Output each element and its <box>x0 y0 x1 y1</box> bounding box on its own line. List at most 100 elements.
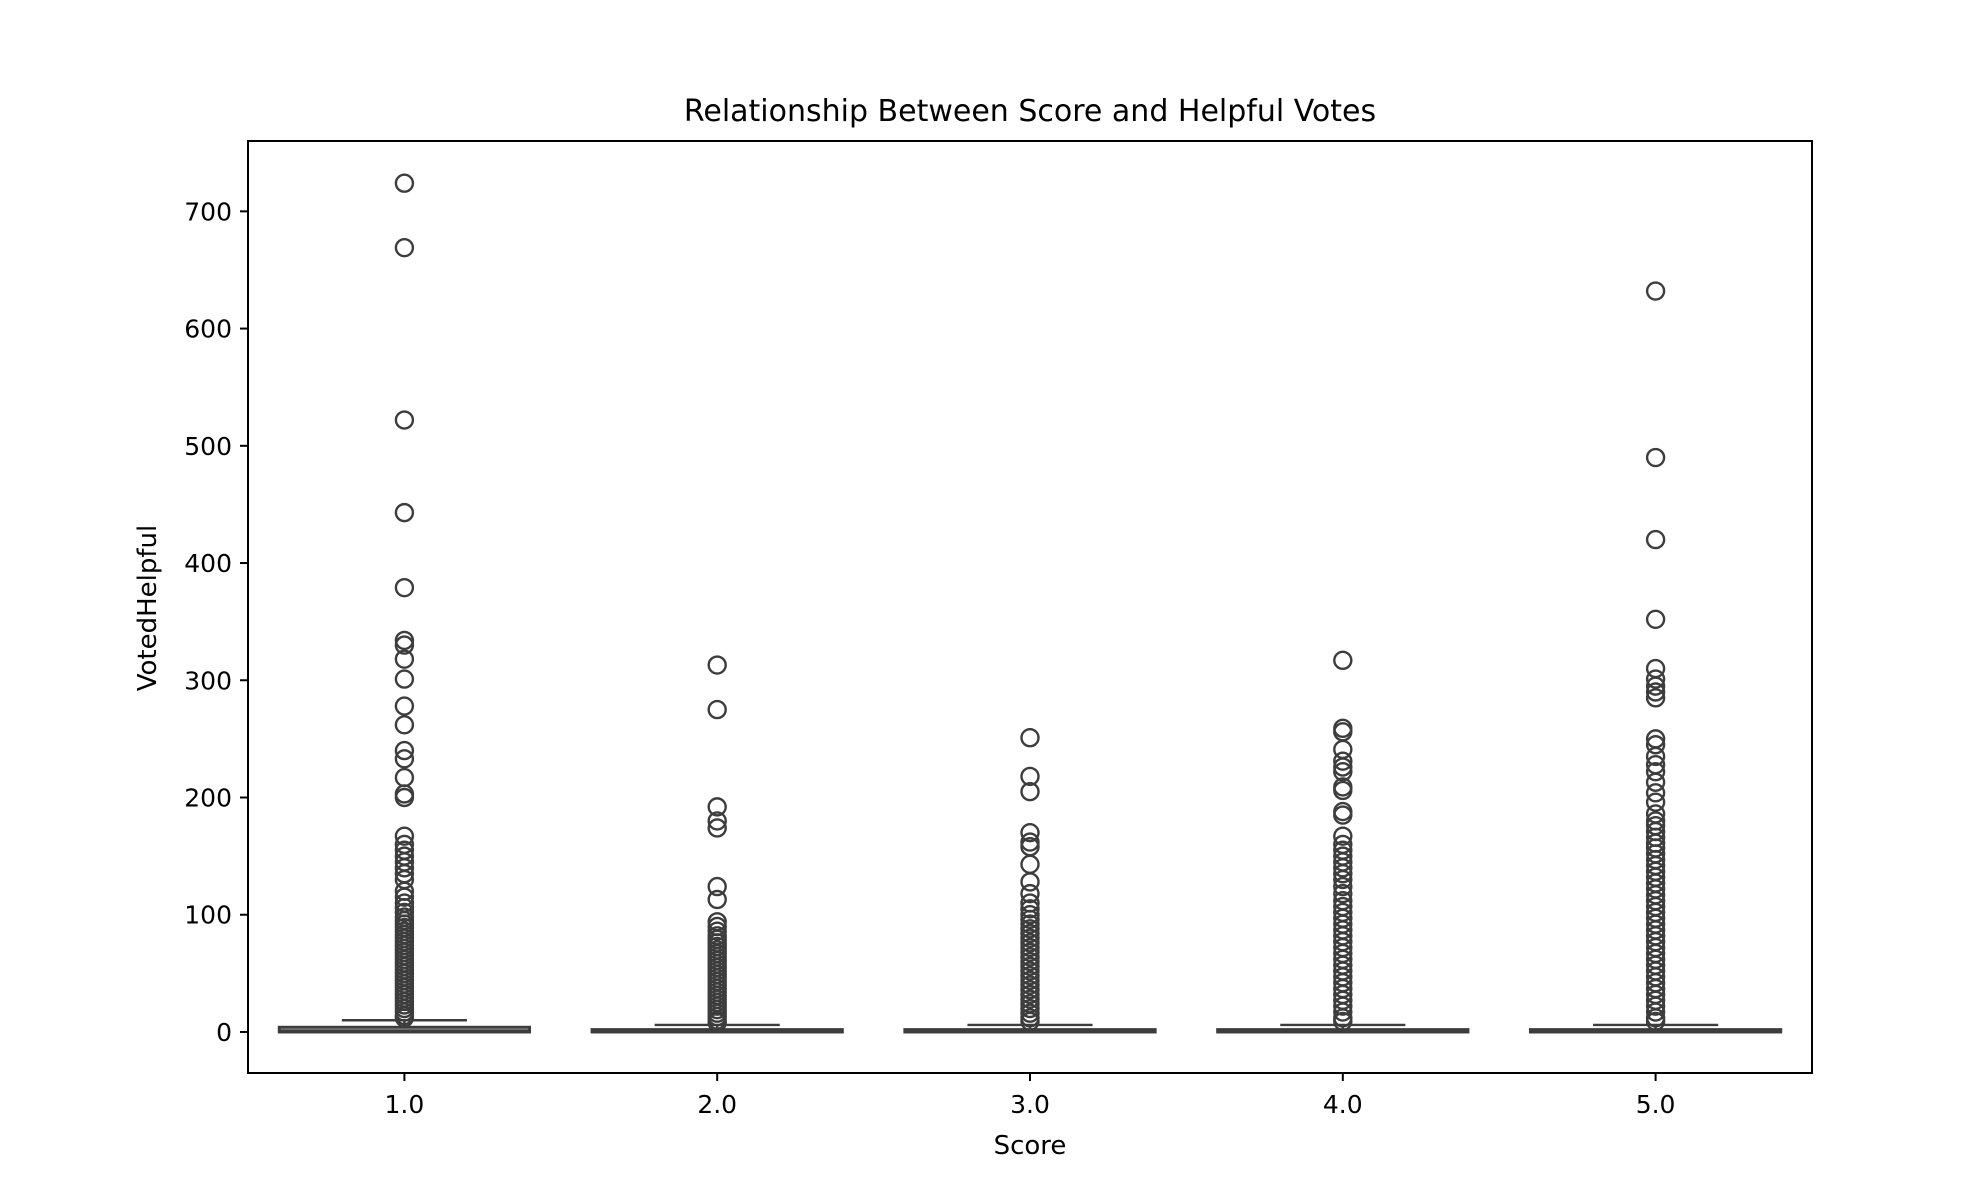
x-tick-label: 1.0 <box>385 1090 425 1119</box>
outlier-point <box>707 921 727 941</box>
outlier-point <box>1333 650 1353 671</box>
outlier-point <box>1020 1003 1040 1023</box>
outlier-point <box>707 699 727 720</box>
outlier-point <box>394 173 415 193</box>
outlier-point <box>1020 923 1040 944</box>
outlier-point <box>1020 899 1040 919</box>
outlier-point <box>1333 826 1353 846</box>
outlier-point <box>1020 980 1040 1000</box>
outlier-point <box>707 818 727 838</box>
x-axis-label: Score <box>994 1131 1067 1161</box>
outlier-point <box>394 787 415 808</box>
outlier-point <box>1020 947 1040 967</box>
y-tick-label: 0 <box>216 1018 232 1047</box>
outlier-point <box>394 410 415 430</box>
box-group-2.0 <box>590 655 844 1034</box>
outlier-point <box>1020 914 1040 934</box>
y-tick-label: 200 <box>184 784 232 813</box>
outlier-point <box>1020 998 1040 1019</box>
x-tick-label: 5.0 <box>1636 1090 1676 1119</box>
y-tick-label: 700 <box>184 197 232 226</box>
outlier-point <box>1333 757 1353 777</box>
y-tick-label: 300 <box>184 666 232 695</box>
y-axis-label: VotedHelpful <box>133 525 163 692</box>
outlier-point <box>394 887 415 907</box>
outlier-point <box>707 655 727 675</box>
outlier-point <box>1020 883 1040 904</box>
y-tick-label: 500 <box>184 432 232 461</box>
outlier-point <box>394 767 415 788</box>
outlier-point <box>1333 864 1353 884</box>
outlier-point <box>1645 746 1666 767</box>
outlier-point <box>1020 872 1040 892</box>
outlier-point <box>1645 783 1666 803</box>
outlier-point <box>1333 858 1353 878</box>
x-axis: 1.0 2.0 3.0 4.0 5.0 <box>385 1073 1676 1119</box>
outlier-point <box>1020 766 1040 787</box>
outlier-point <box>1645 688 1666 708</box>
box-group-5.0 <box>1528 281 1783 1034</box>
outlier-point <box>1333 780 1353 801</box>
chart-title: Relationship Between Score and Helpful V… <box>684 94 1376 129</box>
outlier-point <box>1020 728 1040 748</box>
outlier-point <box>707 876 727 897</box>
outlier-point <box>1333 996 1353 1016</box>
outlier-point <box>394 715 415 735</box>
outlier-point <box>394 696 415 716</box>
outlier-point <box>1020 781 1040 802</box>
x-tick-label: 3.0 <box>1010 1090 1050 1119</box>
outlier-point <box>1333 751 1353 771</box>
outlier-point <box>394 740 415 761</box>
outlier-point <box>707 811 727 831</box>
outlier-point <box>394 858 415 878</box>
outlier-point <box>1645 772 1666 792</box>
outlier-point <box>394 630 415 651</box>
outlier-point <box>1645 682 1666 702</box>
outlier-point <box>1020 822 1040 843</box>
outlier-point <box>1020 942 1040 962</box>
outlier-point <box>1020 854 1040 875</box>
outlier-point <box>394 237 415 258</box>
outlier-point <box>1333 876 1353 897</box>
outlier-point <box>1333 1002 1353 1022</box>
box-group-4.0 <box>1216 650 1470 1034</box>
outlier-point <box>394 577 415 598</box>
outlier-point <box>1020 951 1040 972</box>
outlier-point <box>394 502 415 523</box>
outlier-point <box>1645 735 1666 755</box>
outlier-point <box>1645 676 1666 696</box>
outlier-point <box>1020 909 1040 930</box>
outlier-point <box>394 635 415 655</box>
box-group-1.0 <box>277 173 532 1034</box>
y-axis: 0 100 200 300 400 500 600 700 <box>184 197 248 1047</box>
y-tick-label: 400 <box>184 549 232 578</box>
outlier-point <box>1333 762 1353 782</box>
outlier-point <box>1020 975 1040 995</box>
outlier-point <box>1645 792 1666 812</box>
outlier-point <box>394 649 415 669</box>
outlier-point <box>707 797 727 817</box>
outlier-point <box>1020 905 1040 925</box>
plot-area <box>277 173 1783 1034</box>
outlier-point <box>394 826 415 846</box>
outlier-point <box>1020 984 1040 1005</box>
x-tick-label: 2.0 <box>697 1090 737 1119</box>
outlier-point <box>1020 933 1040 953</box>
outlier-point <box>394 669 415 689</box>
outlier-point <box>1020 956 1040 977</box>
outlier-point <box>1020 965 1040 986</box>
outlier-point <box>1020 928 1040 948</box>
outlier-point <box>1020 961 1040 981</box>
y-tick-label: 600 <box>184 315 232 344</box>
outlier-point <box>1645 669 1666 689</box>
outlier-point <box>1645 996 1666 1016</box>
outlier-point <box>1645 281 1666 301</box>
outlier-point <box>1020 832 1040 852</box>
outlier-point <box>1020 970 1040 991</box>
box-group-3.0 <box>903 728 1157 1034</box>
outlier-point <box>1020 937 1040 958</box>
outlier-point <box>1333 883 1353 904</box>
outlier-point <box>1020 989 1040 1009</box>
outlier-point <box>1333 869 1353 890</box>
